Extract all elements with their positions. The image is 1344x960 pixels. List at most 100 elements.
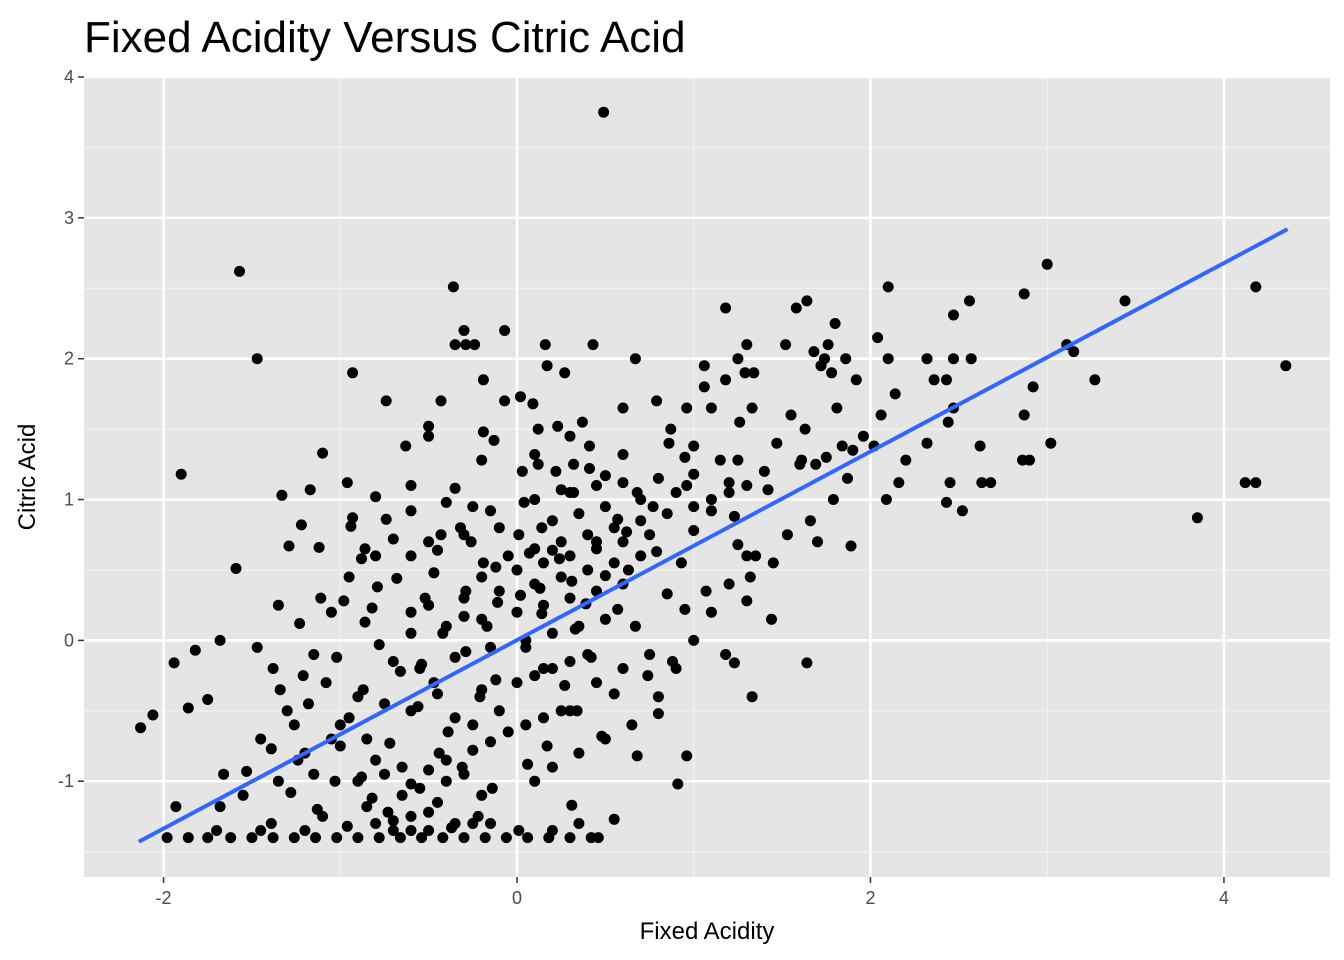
data-point — [541, 740, 553, 752]
chart-title: Fixed Acidity Versus Citric Acid — [84, 13, 686, 62]
data-point — [889, 388, 901, 400]
data-point — [476, 571, 488, 583]
data-point — [670, 663, 682, 674]
data-point — [458, 610, 470, 622]
data-point — [582, 529, 594, 541]
data-point — [617, 477, 629, 489]
data-points — [135, 106, 1292, 844]
data-point — [423, 536, 435, 548]
data-point — [442, 726, 454, 738]
data-point — [341, 820, 353, 832]
data-point — [1239, 477, 1251, 489]
data-point — [921, 437, 933, 449]
data-point — [366, 792, 378, 804]
data-point — [476, 789, 488, 801]
data-point — [564, 656, 576, 667]
data-point — [405, 627, 417, 639]
data-point — [762, 484, 774, 496]
data-point — [555, 705, 567, 717]
x-tick-label: 0 — [512, 888, 522, 908]
data-point — [485, 505, 496, 517]
data-point — [826, 367, 838, 379]
data-point — [513, 825, 525, 836]
data-point — [1027, 381, 1039, 393]
y-tick-label: 3 — [64, 208, 74, 228]
data-point — [644, 649, 656, 660]
data-point — [325, 606, 337, 618]
data-point — [941, 496, 952, 508]
data-point — [285, 787, 297, 798]
data-point — [681, 402, 693, 414]
data-point — [488, 434, 500, 446]
data-point — [732, 539, 744, 551]
data-point — [147, 709, 159, 721]
data-point — [538, 557, 549, 569]
data-point — [361, 801, 373, 813]
data-point — [573, 747, 585, 759]
data-point — [423, 430, 435, 442]
data-point — [371, 581, 383, 593]
data-point — [511, 677, 523, 689]
data-point — [546, 544, 558, 556]
data-point — [651, 395, 663, 407]
data-point — [297, 670, 309, 682]
data-point — [836, 440, 848, 452]
data-point — [423, 420, 435, 432]
data-point — [1119, 295, 1131, 307]
data-point — [522, 832, 534, 844]
data-point — [341, 477, 353, 489]
data-point — [720, 302, 732, 314]
data-point — [440, 775, 452, 787]
data-point — [644, 529, 656, 541]
data-point — [663, 437, 675, 449]
data-point — [617, 402, 629, 414]
data-point — [976, 477, 988, 489]
data-point — [317, 447, 329, 459]
data-point — [651, 546, 663, 558]
data-point — [308, 768, 320, 780]
data-point — [850, 374, 862, 386]
data-point — [416, 832, 428, 844]
y-tick-label: 4 — [64, 67, 74, 87]
data-point — [433, 747, 445, 759]
y-tick-label: 1 — [64, 490, 74, 510]
data-point — [515, 391, 526, 403]
data-point — [432, 544, 443, 556]
data-point — [928, 374, 940, 386]
data-point — [467, 501, 479, 513]
data-point — [1045, 437, 1057, 449]
data-point — [255, 825, 267, 836]
data-point — [356, 553, 367, 565]
data-point — [387, 825, 399, 836]
data-point — [780, 339, 792, 351]
data-point — [584, 463, 595, 474]
data-point — [642, 670, 654, 682]
data-point — [428, 567, 440, 579]
data-point — [956, 505, 968, 517]
data-point — [698, 360, 710, 372]
data-point — [513, 529, 525, 541]
data-point — [582, 649, 594, 660]
data-point — [617, 536, 629, 548]
data-point — [161, 832, 173, 844]
data-point — [767, 557, 779, 569]
data-point — [672, 778, 684, 790]
data-point — [405, 810, 417, 822]
data-point — [536, 522, 548, 534]
data-point — [741, 480, 753, 491]
data-point — [688, 525, 700, 536]
data-point — [1018, 288, 1030, 300]
data-point — [490, 561, 502, 573]
data-point — [705, 606, 717, 618]
data-point — [675, 557, 687, 569]
data-point — [550, 465, 562, 477]
data-point — [965, 353, 977, 365]
data-point — [599, 501, 611, 513]
data-point — [564, 430, 576, 442]
plot-panel — [84, 77, 1330, 877]
data-point — [347, 512, 359, 524]
y-axis-label: Citric Acid — [14, 424, 41, 531]
data-point — [299, 825, 311, 836]
data-point — [440, 754, 452, 766]
data-point — [559, 680, 571, 691]
